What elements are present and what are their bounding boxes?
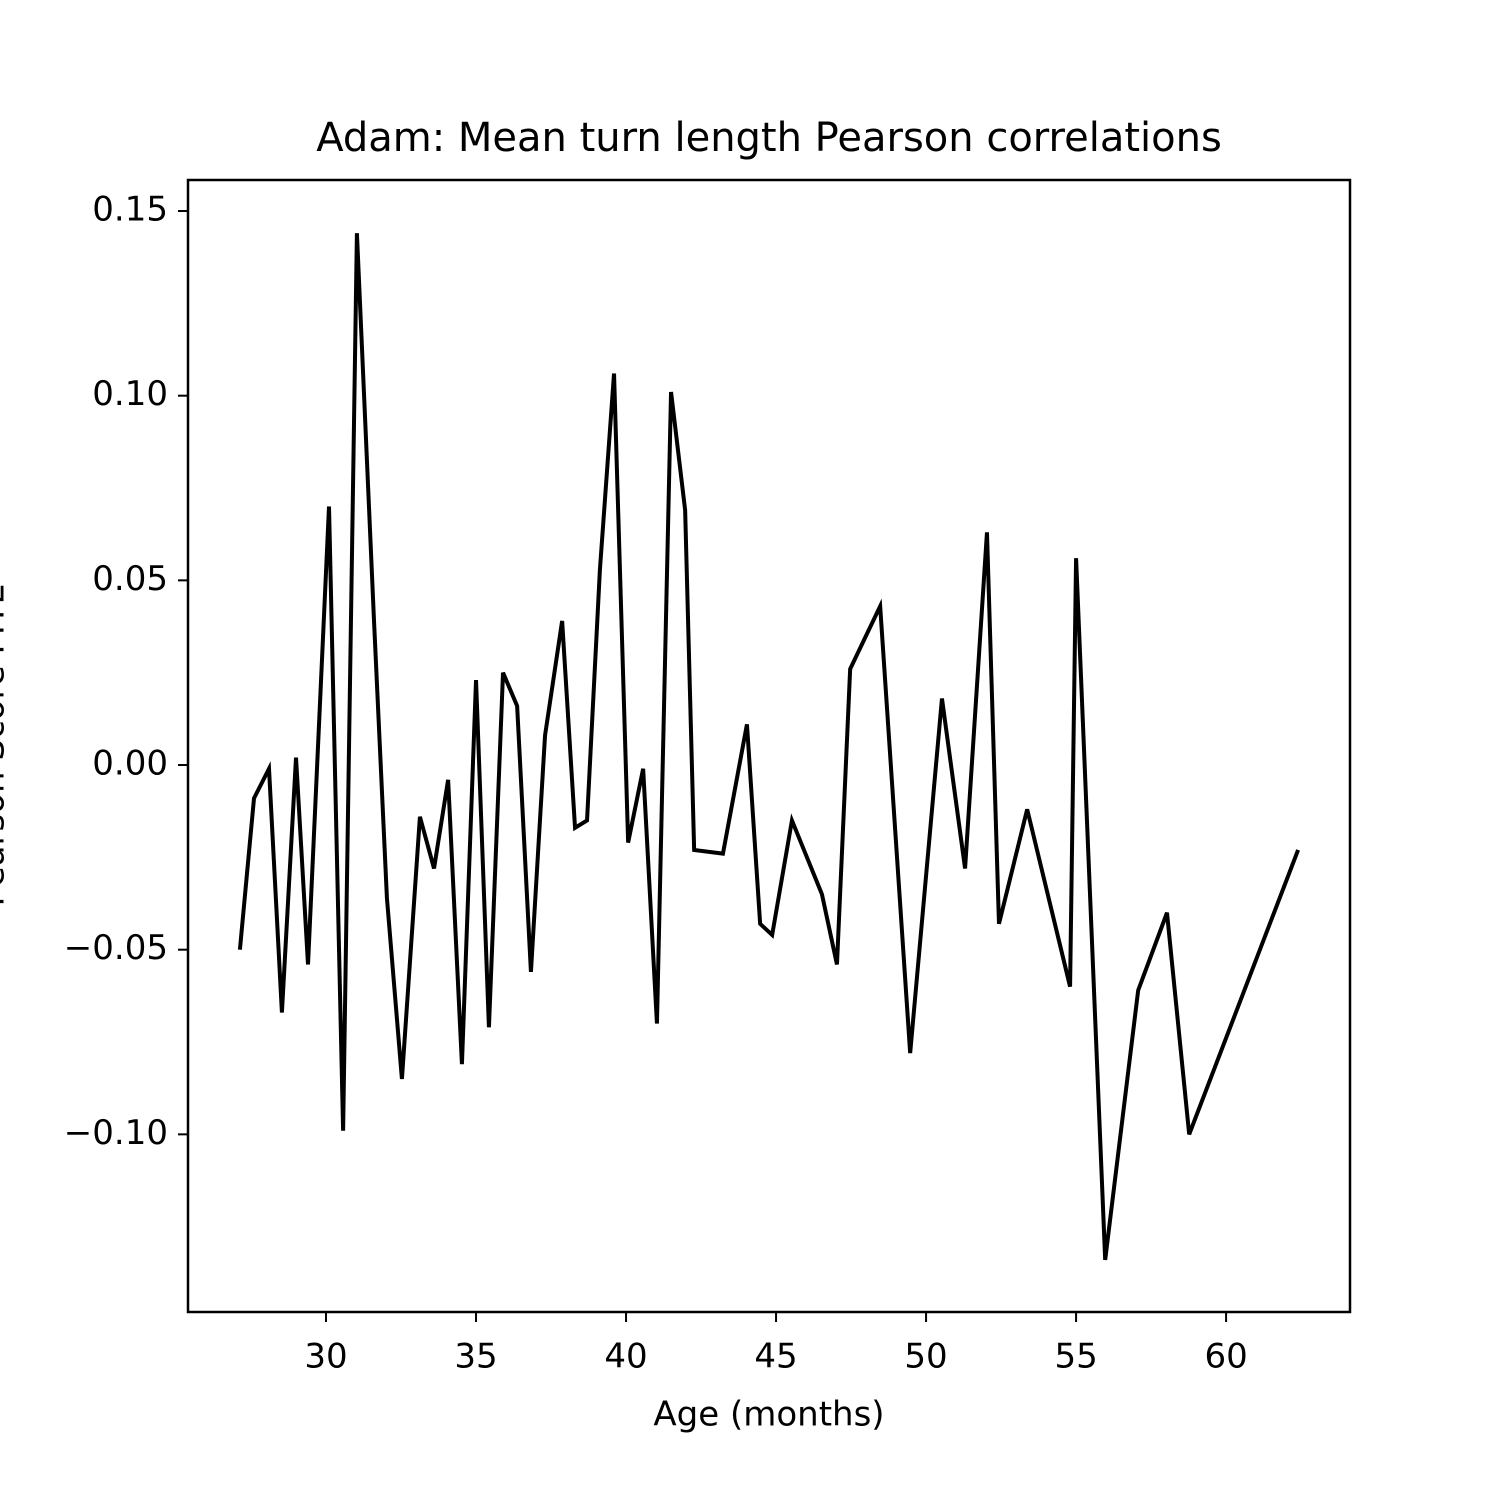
- x-tick-label: 30: [304, 1337, 347, 1377]
- x-axis-label: Age (months): [653, 1395, 884, 1435]
- chart-title: Adam: Mean turn length Pearson correlati…: [316, 115, 1222, 161]
- line: [237, 233, 1300, 1261]
- x-tick-label: 60: [1204, 1337, 1247, 1377]
- y-tick-label: −0.10: [64, 1113, 168, 1153]
- x-tick-label: 40: [604, 1337, 647, 1377]
- plot-frame: [186, 178, 1352, 1314]
- y-tick-label: 0.00: [92, 744, 168, 784]
- x-tick-label: 35: [454, 1337, 497, 1377]
- x-tick-label: 50: [904, 1337, 947, 1377]
- y-axis-label: Pearson Score MTL: [0, 585, 13, 906]
- y-tick-label: 0.15: [92, 190, 168, 230]
- x-tick-label: 45: [754, 1337, 797, 1377]
- y-tick-label: 0.05: [92, 559, 168, 599]
- x-tick-label: 55: [1054, 1337, 1097, 1377]
- y-tick-label: −0.05: [64, 928, 168, 968]
- y-tick-label: 0.10: [92, 374, 168, 414]
